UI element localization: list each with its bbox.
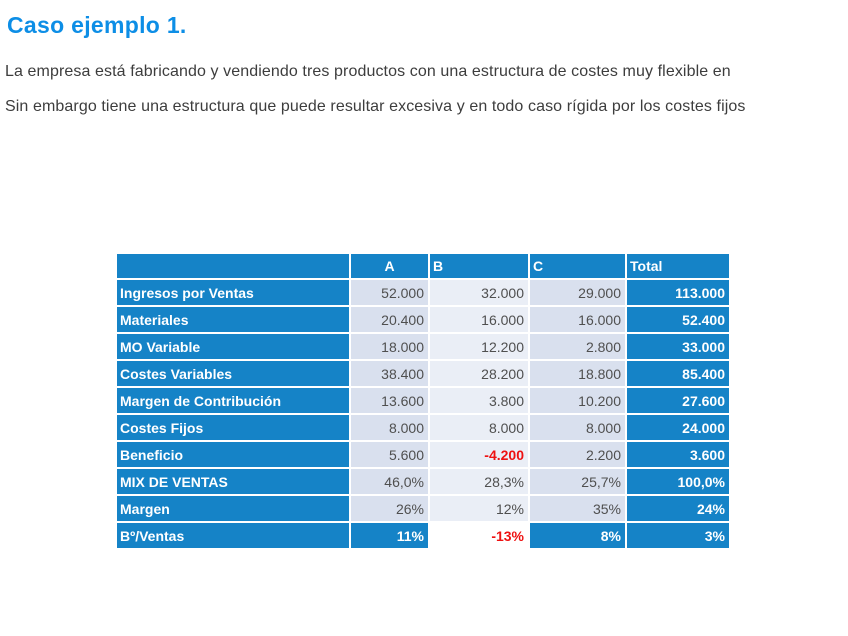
value-cell-r6-a: 5.600 (351, 442, 428, 467)
value-cell-r1-a: 20.400 (351, 307, 428, 332)
value-cell-r4-b: 3.800 (430, 388, 528, 413)
value-cell-r7-b: 28,3% (430, 469, 528, 494)
value-cell-r2-c: 2.800 (530, 334, 625, 359)
value-cell-r7-c: 25,7% (530, 469, 625, 494)
row-label-2: MO Variable (117, 334, 349, 359)
column-header-a: A (351, 254, 428, 278)
value-cell-r5-a: 8.000 (351, 415, 428, 440)
value-cell-r3-c: 18.800 (530, 361, 625, 386)
value-cell-r0-a: 52.000 (351, 280, 428, 305)
total-cell-r0: 113.000 (627, 280, 729, 305)
row-label-4: Margen de Contribución (117, 388, 349, 413)
value-cell-r4-a: 13.600 (351, 388, 428, 413)
value-cell-r9-b: -13% (430, 523, 528, 548)
value-cell-r2-b: 12.200 (430, 334, 528, 359)
value-cell-r0-c: 29.000 (530, 280, 625, 305)
column-header-c: C (530, 254, 625, 278)
cost-table: A B C Total Ingresos por Ventas 52.000 32.000 2… (117, 254, 729, 548)
total-cell-r5: 24.000 (627, 415, 729, 440)
value-cell-r6-b: -4.200 (430, 442, 528, 467)
value-cell-r3-b: 28.200 (430, 361, 528, 386)
total-cell-r3: 85.400 (627, 361, 729, 386)
total-cell-r2: 33.000 (627, 334, 729, 359)
paragraph-2: Sin embargo tiene una estructura que pue… (5, 98, 746, 115)
paragraph-1: La empresa está fabricando y vendiendo t… (5, 63, 731, 80)
value-cell-r1-c: 16.000 (530, 307, 625, 332)
row-label-0: Ingresos por Ventas (117, 280, 349, 305)
row-label-3: Costes Variables (117, 361, 349, 386)
value-cell-r1-b: 16.000 (430, 307, 528, 332)
value-cell-r9-c: 8% (530, 523, 625, 548)
row-label-9: Bº/Ventas (117, 523, 349, 548)
value-cell-r0-b: 32.000 (430, 280, 528, 305)
total-cell-r8: 24% (627, 496, 729, 521)
page-title: Caso ejemplo 1. (7, 12, 187, 38)
value-cell-r5-b: 8.000 (430, 415, 528, 440)
total-cell-r6: 3.600 (627, 442, 729, 467)
row-label-7: MIX DE VENTAS (117, 469, 349, 494)
total-cell-r1: 52.400 (627, 307, 729, 332)
value-cell-r7-a: 46,0% (351, 469, 428, 494)
value-cell-r2-a: 18.000 (351, 334, 428, 359)
row-label-5: Costes Fijos (117, 415, 349, 440)
column-header-b: B (430, 254, 528, 278)
column-header-total: Total (627, 254, 729, 278)
value-cell-r6-c: 2.200 (530, 442, 625, 467)
value-cell-r8-b: 12% (430, 496, 528, 521)
value-cell-r8-a: 26% (351, 496, 428, 521)
value-cell-r8-c: 35% (530, 496, 625, 521)
value-cell-r3-a: 38.400 (351, 361, 428, 386)
total-cell-r9: 3% (627, 523, 729, 548)
total-cell-r7: 100,0% (627, 469, 729, 494)
value-cell-r5-c: 8.000 (530, 415, 625, 440)
value-cell-r4-c: 10.200 (530, 388, 625, 413)
row-label-8: Margen (117, 496, 349, 521)
value-cell-r9-a: 11% (351, 523, 428, 548)
row-label-1: Materiales (117, 307, 349, 332)
total-cell-r4: 27.600 (627, 388, 729, 413)
table-corner-cell (117, 254, 349, 278)
row-label-6: Beneficio (117, 442, 349, 467)
